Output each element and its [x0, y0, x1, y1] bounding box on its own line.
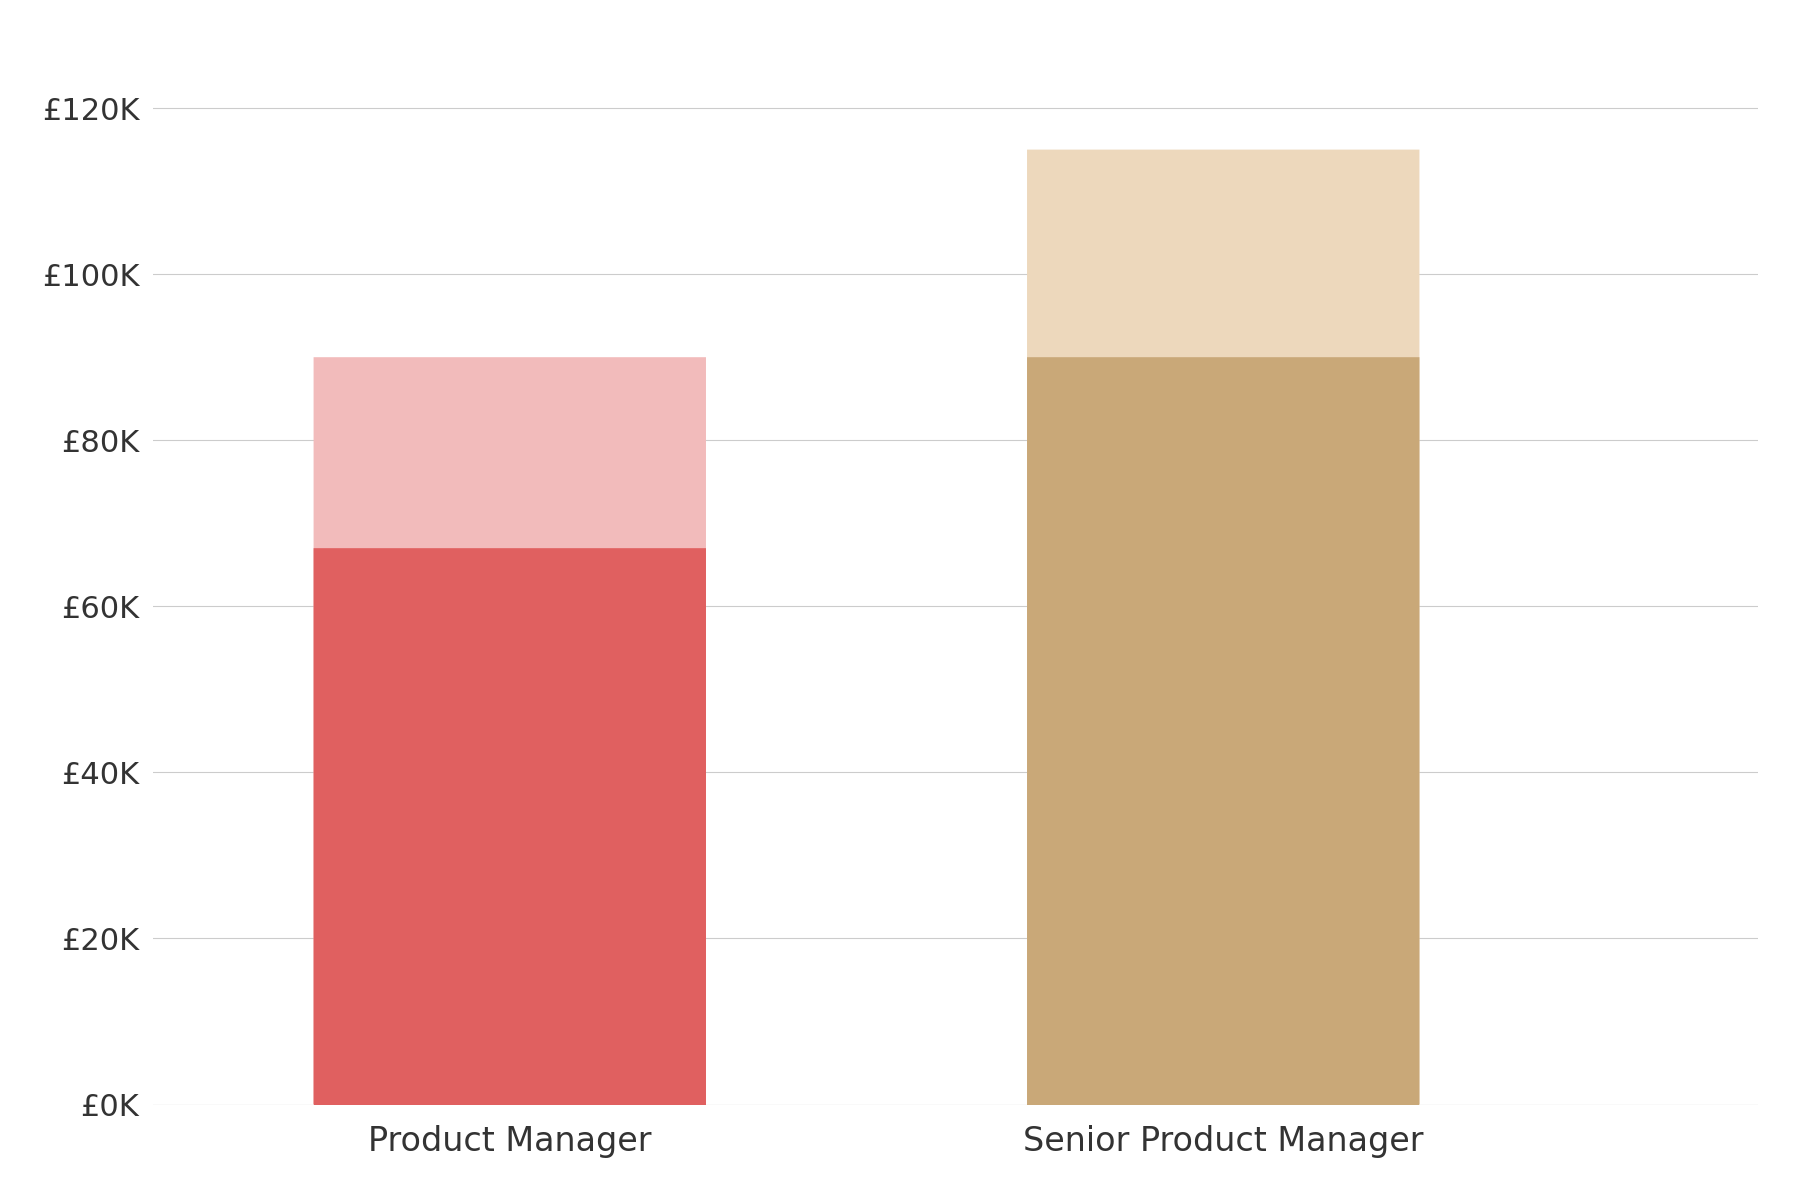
FancyBboxPatch shape	[313, 358, 706, 1104]
FancyBboxPatch shape	[1028, 150, 1420, 1104]
FancyBboxPatch shape	[313, 548, 706, 1104]
FancyBboxPatch shape	[1028, 358, 1420, 1104]
